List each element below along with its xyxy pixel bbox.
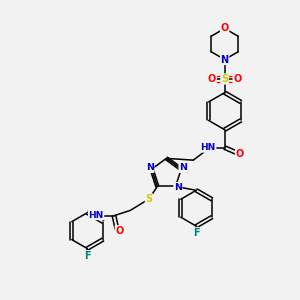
Text: O: O (233, 74, 241, 84)
Text: O: O (208, 74, 216, 84)
Text: S: S (221, 74, 228, 84)
Text: S: S (146, 194, 152, 204)
Text: N: N (179, 164, 187, 172)
Text: N: N (220, 55, 229, 64)
Text: F: F (193, 228, 200, 238)
Text: O: O (236, 149, 244, 160)
Text: HN: HN (201, 143, 216, 152)
Text: F: F (84, 251, 91, 261)
Text: HN: HN (88, 211, 104, 220)
Text: N: N (146, 164, 154, 172)
Text: N: N (174, 182, 182, 191)
Text: O: O (115, 226, 124, 236)
Text: O: O (220, 23, 229, 34)
